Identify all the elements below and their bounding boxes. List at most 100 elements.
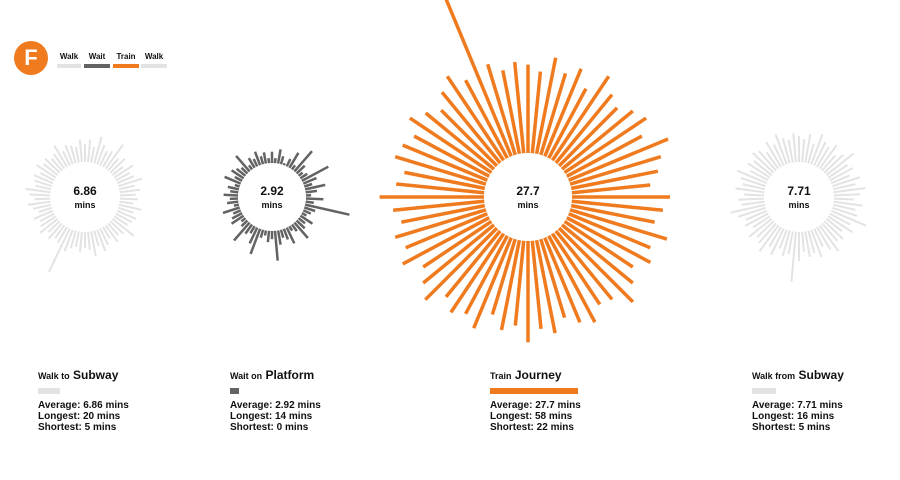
radial-bar — [752, 152, 775, 174]
radial-bar — [439, 108, 499, 168]
radial-bar — [464, 234, 509, 315]
radial-bar — [118, 203, 142, 211]
panel-swatch — [752, 388, 776, 394]
radial-bar — [39, 218, 59, 234]
radial-bar — [249, 228, 262, 255]
radial-bar — [109, 220, 125, 235]
radial-bar — [119, 200, 134, 205]
radial-bar — [235, 167, 247, 177]
radial-charts: 6.86 mins 2.92 mins 27.7 mins 7.71 mins — [25, 0, 867, 343]
radial-bar — [401, 216, 491, 266]
radial-bar — [303, 182, 313, 188]
radial-bar — [259, 155, 265, 165]
radial-bar — [569, 208, 668, 241]
radial-bar — [69, 145, 77, 164]
radial-bar — [44, 157, 61, 174]
radial-bar — [392, 199, 485, 213]
radial-bar — [227, 185, 240, 191]
radial-bar — [807, 143, 815, 164]
stat-average: Average: 2.92 mins — [230, 400, 321, 411]
radial-chart-train-journey: 27.7 mins — [379, 0, 670, 343]
radial-bar — [273, 230, 279, 261]
radial-bar — [571, 183, 651, 195]
radial-bar — [244, 223, 254, 235]
radial-bar — [444, 0, 513, 157]
panel-walk-to-subway: Walk to Subway Average: 6.86 mins Longes… — [38, 368, 129, 433]
radial-bar — [290, 223, 298, 232]
radial-bar — [550, 75, 611, 162]
legend-walk-after: Walk — [141, 52, 167, 68]
radial-bar — [115, 212, 133, 224]
radial-bar — [240, 217, 247, 223]
radial-bar — [62, 150, 71, 166]
radial-bar — [282, 162, 286, 166]
radial-bar — [825, 152, 855, 176]
radial-bar — [109, 157, 126, 174]
radial-bar — [563, 219, 634, 269]
radial-bar — [240, 219, 249, 228]
radial-bar — [93, 136, 103, 164]
radial-bar — [90, 231, 97, 257]
radial-bar — [224, 175, 242, 185]
radial-bar — [831, 176, 861, 188]
radial-bar — [47, 222, 63, 240]
radial-bar — [823, 220, 844, 240]
radial-bar — [64, 144, 74, 165]
radial-bar — [833, 200, 863, 207]
radial-bar — [305, 189, 318, 194]
radial-bar — [27, 200, 51, 206]
radial-bar — [53, 144, 68, 168]
legend-swatch — [57, 64, 81, 68]
radial-bar — [570, 203, 656, 224]
radial-bar — [816, 146, 830, 168]
radial-bar — [424, 111, 496, 171]
radial-bar — [38, 206, 53, 213]
radial-bar — [810, 133, 824, 165]
panel-title-prefix: Walk from — [752, 371, 796, 381]
radial-bar — [741, 200, 765, 206]
radial-bar — [787, 231, 794, 255]
panel-title-main: Subway — [798, 368, 844, 382]
radial-bar — [750, 170, 769, 182]
radial-bar — [56, 226, 68, 244]
radial-bar — [99, 150, 108, 166]
radial-bar — [830, 209, 867, 227]
radial-bar — [36, 164, 57, 179]
radial-bar — [253, 151, 262, 166]
radial-bar — [116, 209, 137, 220]
center-unit: mins — [517, 200, 538, 210]
stat-longest: Longest: 58 mins — [490, 411, 573, 422]
radial-bar — [804, 231, 811, 258]
radial-bar — [534, 239, 557, 334]
radial-bar — [240, 166, 249, 175]
radial-bar — [512, 61, 526, 154]
radial-bar — [90, 146, 96, 163]
radial-bar — [249, 225, 256, 234]
radial-bar — [557, 106, 619, 168]
legend-wait: Wait — [84, 52, 110, 68]
radial-bar — [78, 139, 83, 163]
radial-bar — [259, 229, 265, 239]
radial-bar — [119, 188, 141, 194]
radial-bar — [50, 158, 63, 172]
radial-bar — [554, 93, 614, 165]
radial-bar — [396, 182, 485, 195]
radial-bar — [547, 87, 588, 160]
legend-train: Train — [113, 52, 139, 68]
radial-bar — [827, 164, 848, 179]
radial-bar — [490, 238, 517, 316]
radial-bar — [107, 222, 120, 236]
radial-bar — [513, 240, 526, 326]
panel-title-prefix: Wait on — [230, 371, 263, 381]
radial-bar — [758, 224, 780, 252]
radial-bar — [424, 226, 499, 301]
subway-line-badge: F — [14, 41, 48, 75]
radial-bar — [40, 215, 57, 228]
radial-bar — [445, 75, 506, 162]
radial-bar — [117, 177, 143, 188]
radial-bar — [422, 223, 496, 285]
radial-bar — [34, 197, 51, 201]
radial-bar — [33, 209, 54, 220]
radial-bar — [547, 234, 597, 324]
stat-longest: Longest: 16 mins — [752, 411, 835, 422]
